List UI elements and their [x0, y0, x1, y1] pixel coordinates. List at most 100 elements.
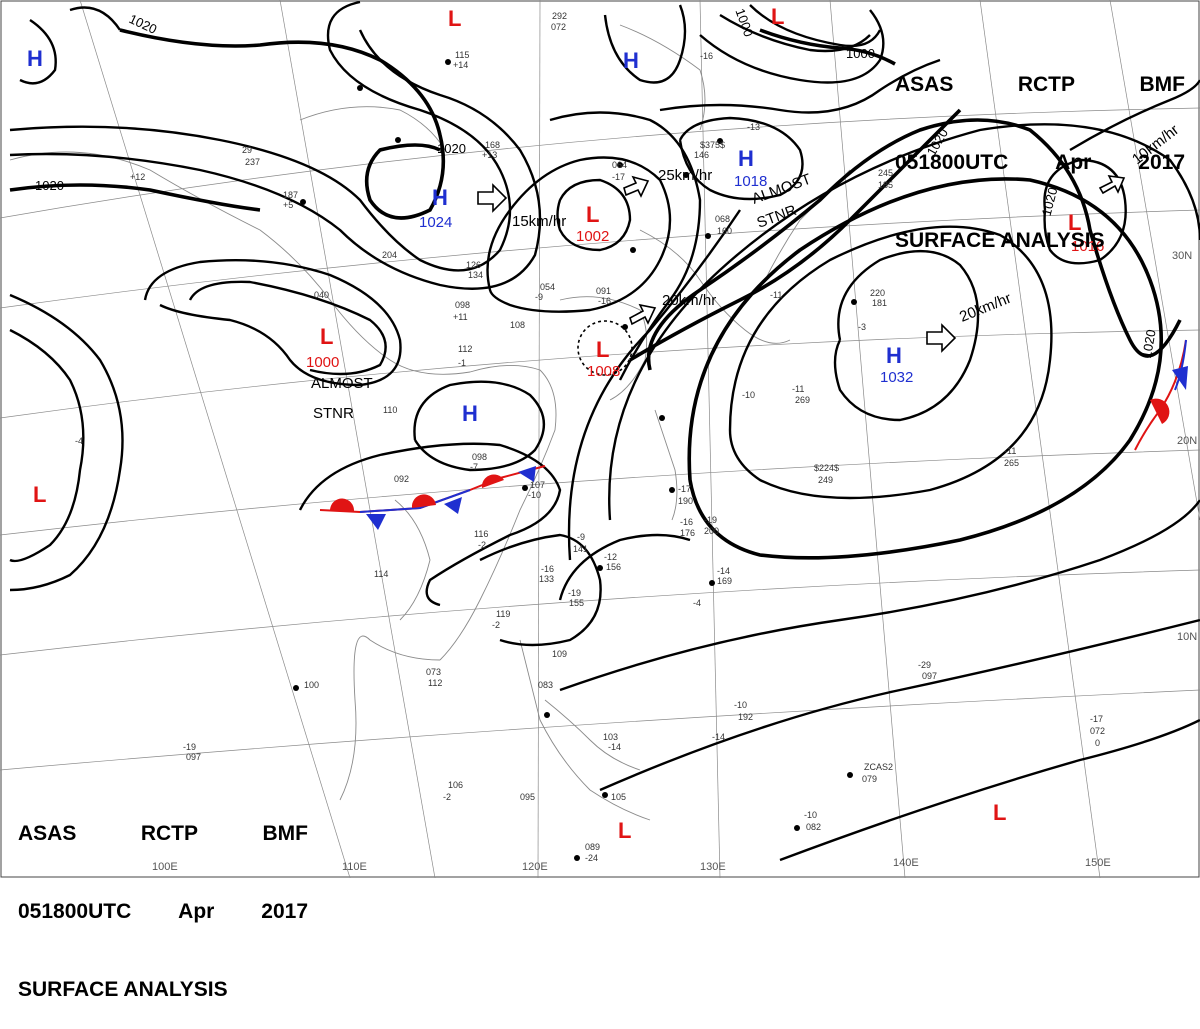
- longitude-label: 140E: [893, 857, 919, 869]
- station-value: 220: [870, 288, 885, 298]
- note-stnr: STNR: [313, 405, 354, 422]
- low-center-symbol: L: [33, 482, 46, 507]
- longitude-label: 120E: [522, 861, 548, 873]
- station-value: -19: [183, 742, 196, 752]
- station-value: -3: [858, 322, 866, 332]
- high-center-pressure: 1018: [734, 173, 767, 190]
- station-value: 073: [426, 667, 441, 677]
- station-value: 083: [538, 680, 553, 690]
- station-value: -17: [1090, 714, 1103, 724]
- low-center-pressure: 1000: [306, 354, 339, 371]
- station-value: 126: [466, 260, 481, 270]
- station-value: 155: [569, 598, 584, 608]
- station-value: +13: [482, 150, 497, 160]
- station-value: -2: [443, 792, 451, 802]
- high-center-symbol: H: [623, 48, 639, 73]
- station-value: 249: [818, 475, 833, 485]
- station-value: -12: [604, 552, 617, 562]
- station-value: -10: [528, 490, 541, 500]
- station-value: -17: [678, 484, 691, 494]
- station-value: +5: [283, 200, 293, 210]
- cold-front-east: [1134, 339, 1188, 451]
- header-code: BMF: [262, 822, 309, 845]
- motion-label: 20km/hr: [662, 292, 716, 309]
- map-header-top: ASAS RCTP BMF 051800UTC Apr 2017 SURFACE ANA…: [895, 20, 1185, 280]
- station-value: -16: [700, 51, 713, 61]
- isobar-label: 1000: [732, 6, 756, 38]
- station-value: -7: [470, 462, 478, 472]
- surface-analysis-map: 115+14168+13064-17187+5204040054-9091-16…: [0, 0, 1200, 878]
- station-value: 110: [383, 405, 397, 415]
- station-value: 107: [530, 480, 545, 490]
- station-value: 29: [242, 145, 252, 155]
- low-center-pressure: 1008: [587, 363, 620, 380]
- station-value: 097: [922, 671, 937, 681]
- header-code: RCTP: [1017, 73, 1076, 96]
- header-month: Apr: [178, 900, 215, 923]
- station-value: -17: [612, 172, 625, 182]
- high-center-symbol: H: [27, 46, 43, 71]
- station-value: 204: [382, 250, 397, 260]
- station-value: -19: [568, 588, 581, 598]
- station-value: -2: [492, 620, 500, 630]
- station-value: 156: [606, 562, 621, 572]
- station-value: 169: [717, 576, 732, 586]
- isobar-label: 1000: [846, 46, 875, 61]
- station-value: 237: [245, 157, 260, 167]
- station-value: -11: [1004, 446, 1016, 456]
- high-center-symbol: H: [738, 146, 754, 171]
- station-value: 103: [603, 732, 618, 742]
- longitude-label: 150E: [1085, 857, 1111, 869]
- station-value: -16: [680, 517, 693, 527]
- longitude-label: 130E: [700, 861, 726, 873]
- station-value: +11: [453, 312, 468, 322]
- station-value: 072: [1090, 726, 1105, 736]
- motion-label: 15km/hr: [512, 213, 566, 230]
- station-value: -19: [704, 515, 717, 525]
- low-center-symbol: L: [586, 202, 599, 227]
- stationary-notes: ALMOST STNR ALMOST STNR: [311, 171, 813, 422]
- station-value: 160: [717, 226, 732, 236]
- header-month: Apr: [1055, 151, 1092, 174]
- station-value: -14: [717, 566, 730, 576]
- header-code: BMF: [1139, 73, 1186, 96]
- header-year: 2017: [1138, 151, 1185, 174]
- station-value: 168: [485, 140, 500, 150]
- station-value: -9: [577, 532, 585, 542]
- station-value: 082: [806, 822, 821, 832]
- station-value: 0: [1095, 738, 1100, 748]
- station-value: -4: [693, 598, 701, 608]
- station-value: -1: [458, 358, 466, 368]
- grid-labels: 110E 120E 130E 140E 150E 100E 30N 20N 10…: [152, 250, 1197, 873]
- motion-arrows: [477, 175, 1126, 353]
- motion-label: 25km/hr: [658, 167, 712, 184]
- station-value: 105: [611, 792, 626, 802]
- station-value: 089: [585, 842, 600, 852]
- low-center-symbol: L: [993, 800, 1006, 825]
- station-value: -11: [792, 384, 804, 394]
- station-value: -29: [918, 660, 931, 670]
- station-value: 108: [510, 320, 525, 330]
- station-value: 119: [496, 609, 510, 619]
- high-center-symbol: H: [886, 343, 902, 368]
- station-value: -4: [75, 436, 83, 446]
- station-value: 092: [394, 474, 409, 484]
- header-code: RCTP: [140, 822, 199, 845]
- station-value: 068: [715, 214, 730, 224]
- high-center-pressure: 1024: [419, 214, 452, 231]
- station-value: 109: [552, 649, 567, 659]
- station-value: 114: [374, 569, 388, 579]
- station-value: 112: [458, 344, 472, 354]
- station-value: ZCAS2: [864, 762, 893, 772]
- station-value: 185: [878, 180, 893, 190]
- station-value: 097: [186, 752, 201, 762]
- station-value: 146: [694, 150, 709, 160]
- station-value: $375$: [700, 140, 725, 150]
- station-plots: [293, 59, 857, 861]
- high-center-symbol: H: [462, 401, 478, 426]
- station-value: -11: [770, 290, 782, 300]
- station-value: 245: [878, 168, 893, 178]
- station-value: 072: [551, 22, 566, 32]
- station-value: 190: [678, 496, 693, 506]
- station-value: 133: [539, 574, 554, 584]
